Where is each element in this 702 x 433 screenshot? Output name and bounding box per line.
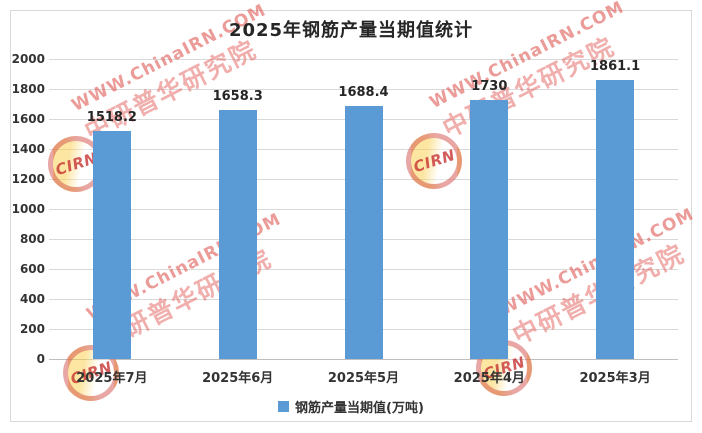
gridline [49, 58, 678, 60]
chart-area: 2025年钢筋产量当期值统计 CIRN WWW.ChinaIRN.COM 中研普… [10, 0, 697, 422]
y-axis: 0 200 400 600 800 1000 1200 1400 1600 1800 2000 [11, 52, 45, 366]
x-axis: 2025年7月 2025年6月 2025年5月 2025年4月 2025年3月 [49, 359, 678, 395]
bar [92, 131, 131, 359]
bar [218, 110, 257, 359]
plot-area: 1518.2 1658.3 1688.4 1730 1861.1 [49, 58, 678, 360]
bar-value-label: 1658.3 [212, 89, 263, 105]
legend-marker [278, 401, 290, 412]
bar-value-label: 1730 [471, 78, 508, 94]
bar [344, 105, 383, 359]
gridline [49, 88, 678, 90]
y-tick-label: 400 [19, 292, 45, 306]
y-tick-label: 1000 [11, 202, 45, 216]
x-axis-label: 2025年6月 [202, 371, 274, 386]
x-axis-line [49, 358, 678, 360]
y-tick-label: 1200 [11, 172, 45, 186]
y-tick-label: 1400 [11, 142, 45, 156]
chart-title: 2025年钢筋产量当期值统计 [228, 20, 474, 41]
bar-value-label: 1861.1 [590, 58, 641, 74]
x-axis-label: 2025年4月 [453, 371, 525, 386]
y-tick-label: 0 [36, 352, 45, 366]
bar-value-label: 1518.2 [86, 110, 137, 126]
x-axis-label: 2025年3月 [579, 371, 651, 386]
bar-value-label: 1688.4 [338, 84, 389, 100]
bar [470, 99, 509, 359]
y-tick-label: 600 [19, 262, 45, 276]
x-axis-label: 2025年5月 [327, 371, 400, 386]
x-axis-label: 2025年7月 [76, 371, 148, 386]
y-tick-label: 800 [19, 232, 45, 246]
legend: 钢筋产量当期值(万吨) [11, 397, 691, 416]
legend-label: 钢筋产量当期值(万吨) [295, 401, 424, 416]
bar [596, 79, 635, 359]
y-tick-label: 1600 [11, 112, 45, 126]
y-tick-label: 200 [19, 322, 45, 336]
y-tick-label: 1800 [11, 82, 45, 96]
y-tick-label: 2000 [11, 52, 45, 66]
